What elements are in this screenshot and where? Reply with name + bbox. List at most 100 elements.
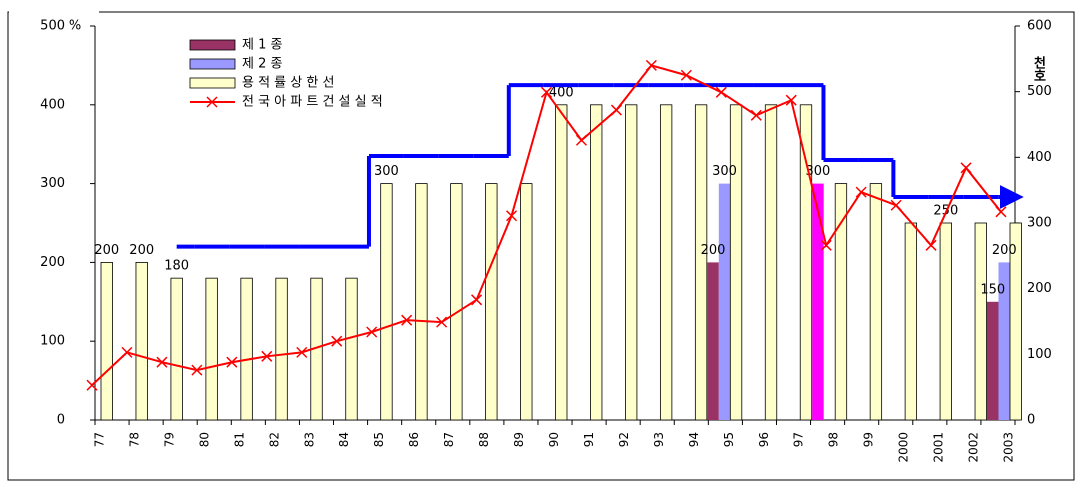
x-tick-label: 95 bbox=[722, 432, 736, 447]
bar bbox=[998, 262, 1010, 420]
marker bbox=[820, 239, 832, 251]
x-tick-label: 83 bbox=[302, 432, 316, 447]
marker bbox=[121, 346, 133, 358]
x-tick-label: 78 bbox=[127, 432, 141, 447]
bar bbox=[415, 183, 428, 421]
data-label: 400 bbox=[549, 85, 574, 100]
y-tick-label: 100 bbox=[40, 334, 65, 349]
legend-swatch bbox=[189, 77, 236, 89]
x-tick-label: 91 bbox=[582, 432, 596, 447]
x-tick-label: 92 bbox=[617, 432, 631, 447]
bar bbox=[869, 183, 883, 421]
bar bbox=[834, 183, 848, 421]
x-tick-label: 2001 bbox=[932, 432, 946, 463]
marker bbox=[471, 294, 483, 306]
bar bbox=[205, 277, 218, 421]
y-axis-label: % bbox=[69, 19, 81, 34]
bar bbox=[590, 104, 603, 421]
legend-swatch bbox=[189, 39, 236, 51]
bar bbox=[345, 277, 358, 421]
y2-tick-label: 400 bbox=[1027, 150, 1052, 165]
bar bbox=[1009, 222, 1022, 421]
y-tick-label: 200 bbox=[40, 255, 65, 270]
data-label: 300 bbox=[374, 164, 399, 179]
data-label: 300 bbox=[712, 164, 737, 179]
y-tick-label: 300 bbox=[40, 176, 65, 191]
marker bbox=[925, 239, 937, 251]
bar bbox=[170, 277, 183, 421]
x-tick-label: 2000 bbox=[897, 432, 911, 463]
x-tick-label: 2002 bbox=[967, 432, 981, 463]
marker bbox=[191, 364, 203, 376]
bar bbox=[974, 222, 987, 421]
y2-tick-label: 100 bbox=[1027, 347, 1052, 362]
y2-tick-label: 0 bbox=[1027, 413, 1035, 428]
bar bbox=[718, 183, 731, 420]
marker bbox=[610, 104, 622, 116]
x-tick-label: 79 bbox=[162, 432, 176, 447]
y2-tick-label: 200 bbox=[1027, 281, 1052, 296]
marker bbox=[226, 356, 238, 368]
bar bbox=[694, 104, 708, 421]
bar bbox=[555, 104, 568, 421]
bar bbox=[764, 104, 778, 421]
marker bbox=[331, 335, 343, 347]
marker bbox=[680, 69, 692, 81]
marker bbox=[785, 94, 797, 106]
bar bbox=[987, 301, 999, 420]
data-label: 200 bbox=[94, 243, 119, 258]
chart-frame bbox=[7, 11, 1075, 481]
marker bbox=[366, 326, 378, 338]
bar bbox=[240, 277, 253, 421]
x-tick-label: 90 bbox=[547, 432, 561, 447]
y-tick-label: 0 bbox=[57, 413, 65, 428]
data-label: 150 bbox=[980, 282, 1005, 297]
x-tick-label: 93 bbox=[652, 432, 666, 447]
legend-swatch bbox=[189, 58, 236, 70]
bar bbox=[625, 104, 638, 421]
x-tick-label: 77 bbox=[93, 432, 107, 447]
bar bbox=[812, 183, 824, 420]
marker bbox=[890, 199, 902, 211]
x-tick-label: 98 bbox=[827, 432, 841, 447]
y2-tick-label: 600 bbox=[1027, 19, 1052, 34]
data-label: 300 bbox=[806, 164, 831, 179]
x-tick-label: 82 bbox=[267, 432, 281, 447]
marker bbox=[401, 314, 413, 326]
x-tick-label: 96 bbox=[757, 432, 771, 447]
bar bbox=[799, 104, 813, 421]
marker bbox=[575, 134, 587, 146]
x-tick-label: 84 bbox=[337, 432, 351, 447]
bar bbox=[135, 261, 148, 421]
marker bbox=[506, 210, 518, 222]
x-tick-label: 88 bbox=[477, 432, 491, 447]
x-tick-label: 89 bbox=[512, 432, 526, 447]
x-tick-label: 94 bbox=[687, 432, 701, 447]
x-tick-label: 99 bbox=[862, 432, 876, 447]
bar bbox=[275, 277, 288, 421]
legend-label: 제 2 종 bbox=[242, 57, 282, 72]
bar bbox=[520, 183, 533, 421]
bar bbox=[729, 104, 743, 421]
data-label: 200 bbox=[129, 243, 154, 258]
y-tick-label: 400 bbox=[40, 97, 65, 112]
data-label: 200 bbox=[992, 243, 1017, 258]
legend-label: 용 적 률 상 한 선 bbox=[242, 76, 334, 91]
bar bbox=[380, 183, 393, 421]
x-tick-label: 97 bbox=[792, 432, 806, 447]
y2-tick-label: 500 bbox=[1027, 84, 1052, 99]
marker bbox=[156, 356, 168, 368]
bar bbox=[485, 183, 498, 421]
marker bbox=[645, 59, 657, 71]
marker bbox=[855, 186, 867, 198]
y2-axis-label: 천호 bbox=[1031, 56, 1046, 82]
y2-tick-label: 300 bbox=[1027, 216, 1052, 231]
legend-label: 전 국 아 파 트 건 설 실 적 bbox=[242, 95, 383, 110]
x-tick-label: 86 bbox=[407, 432, 421, 447]
x-tick-label: 85 bbox=[372, 432, 386, 447]
marker bbox=[715, 86, 727, 98]
marker bbox=[960, 162, 972, 174]
marker bbox=[86, 379, 98, 391]
data-label: 200 bbox=[701, 243, 726, 258]
